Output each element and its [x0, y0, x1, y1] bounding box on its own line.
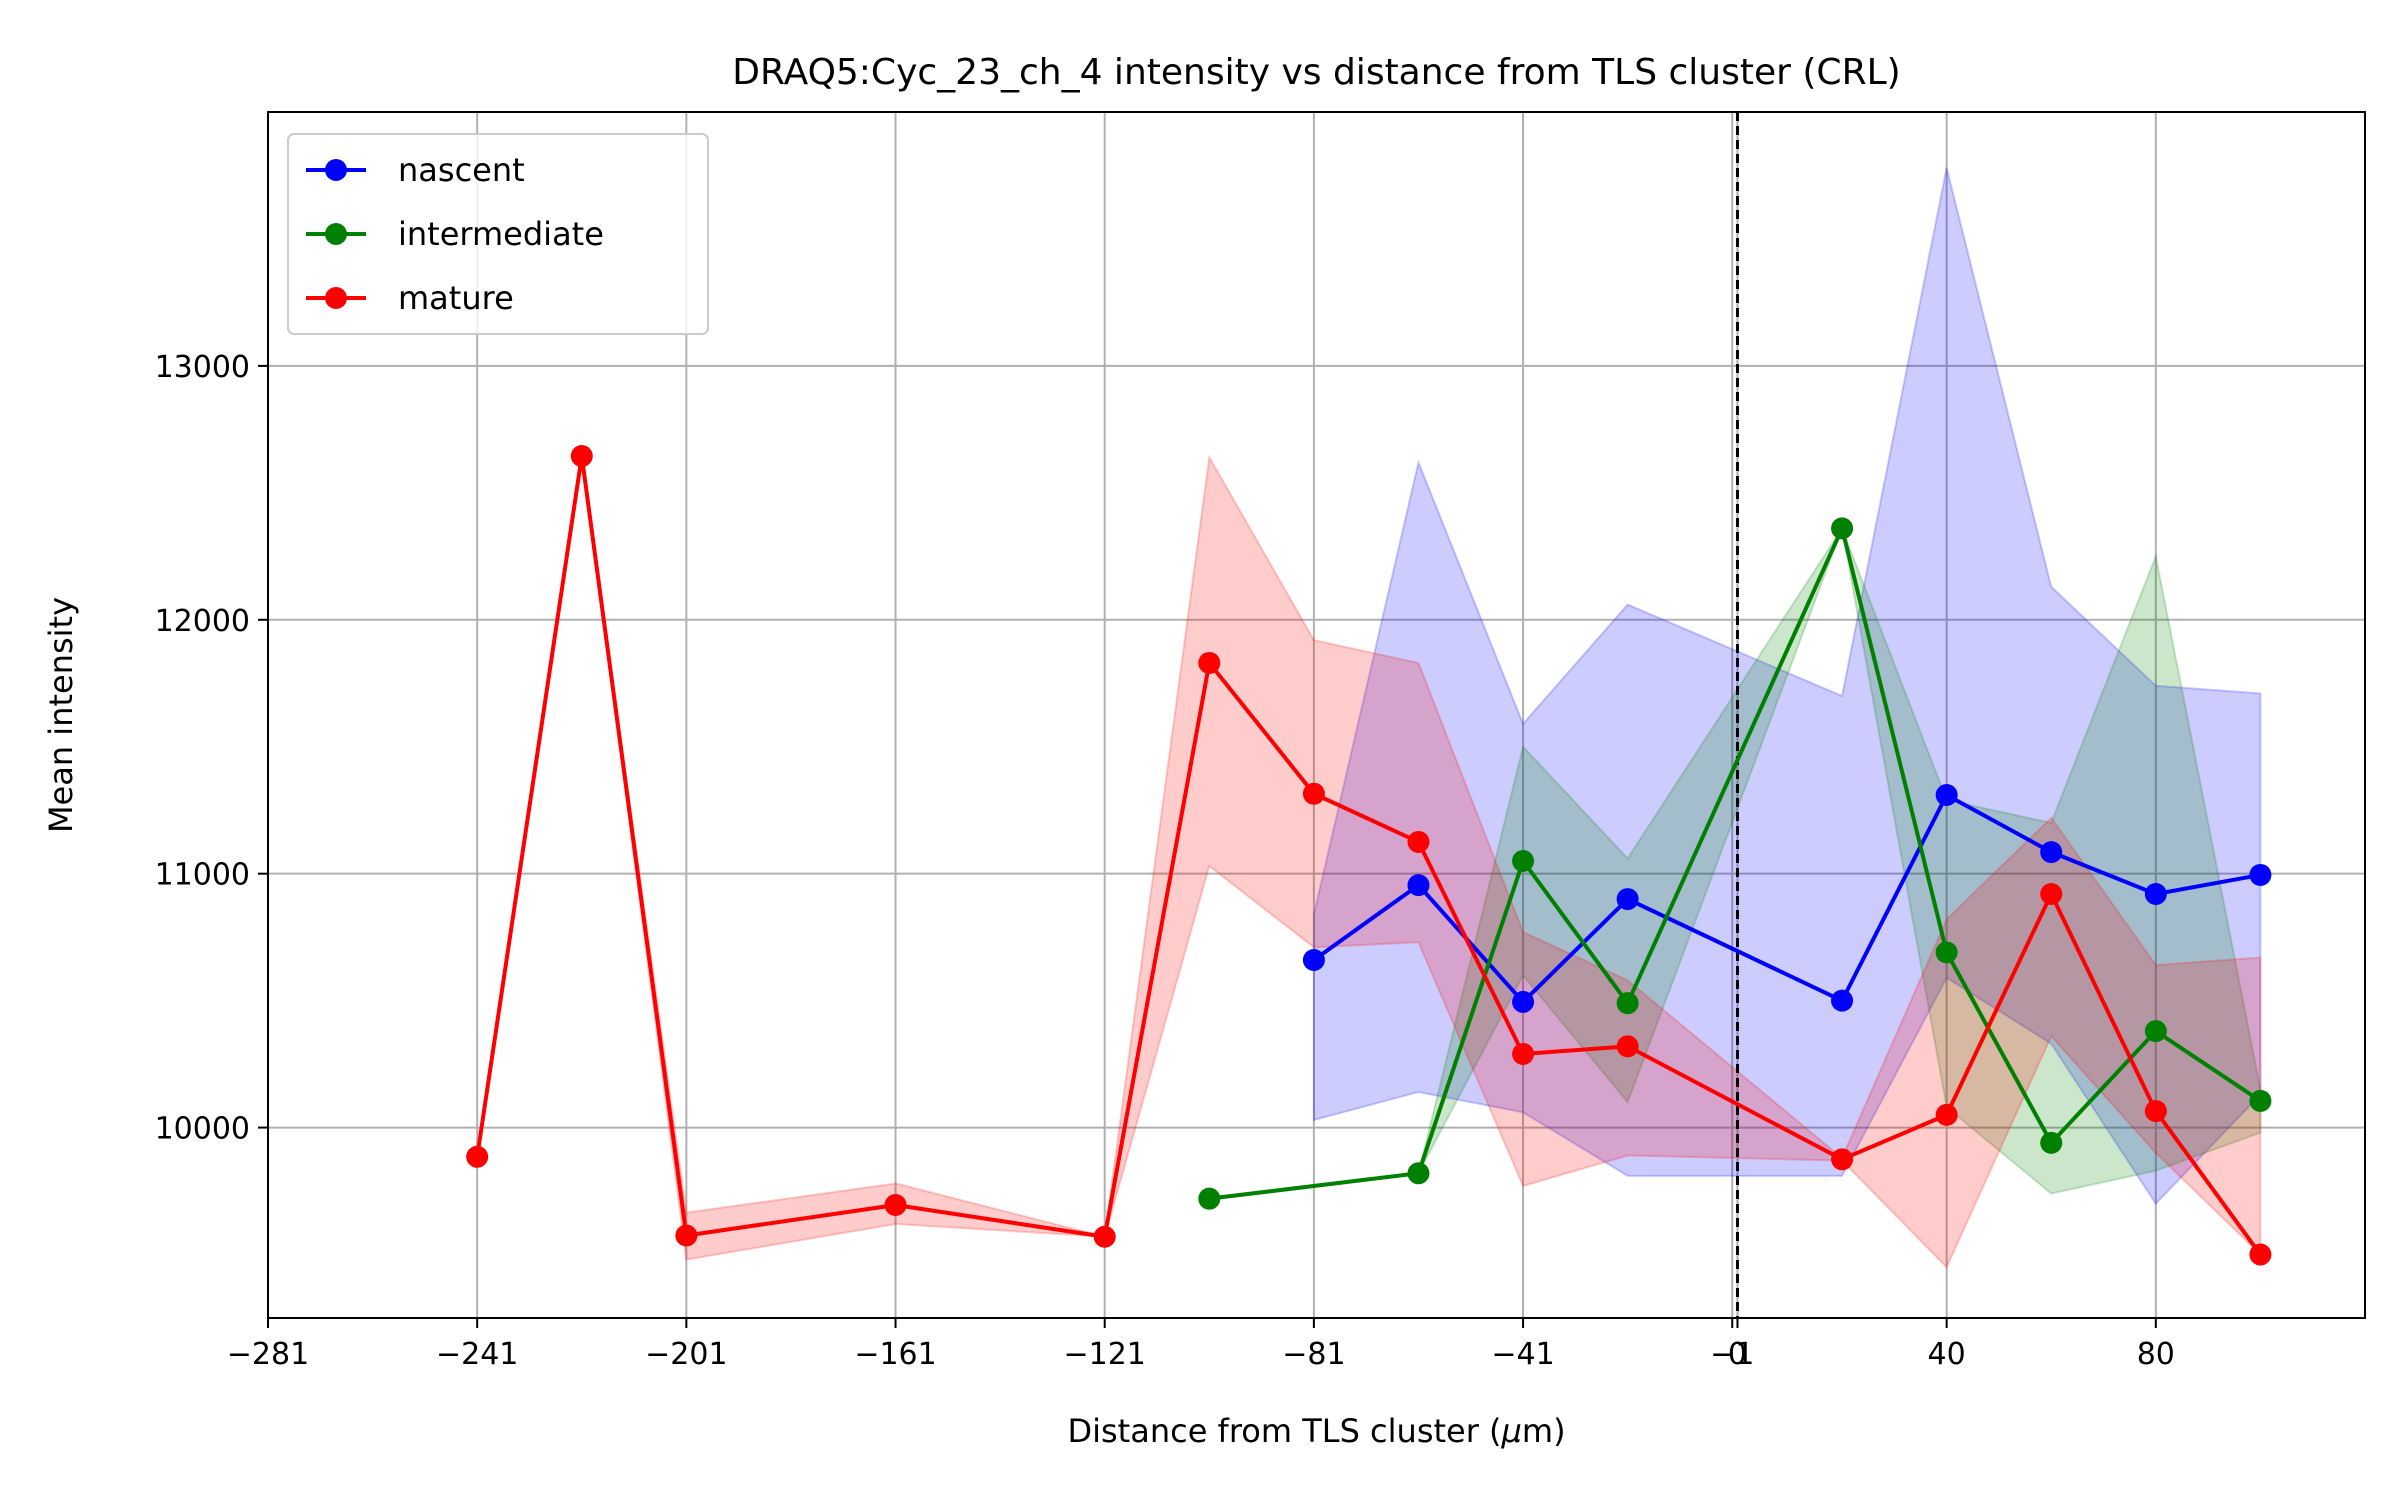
data-point-mature: [1616, 1035, 1639, 1058]
x-tick-label: 0: [1728, 1337, 1747, 1372]
y-tick-label: 12000: [155, 604, 250, 639]
x-tick-label: −201: [645, 1337, 727, 1372]
x-axis-label-unit: m): [1522, 1412, 1566, 1450]
data-point-mature: [1935, 1103, 1958, 1126]
data-point-nascent: [1831, 989, 1854, 1012]
plot-area-frame: [267, 111, 2366, 1319]
y-tick-label: 13000: [155, 350, 250, 385]
x-axis-label-mu: μ: [1501, 1412, 1522, 1450]
data-point-mature: [1198, 651, 1221, 674]
data-point-nascent: [1302, 949, 1325, 972]
y-tick-label: 11000: [155, 858, 250, 893]
data-point-mature: [2144, 1100, 2167, 1123]
data-point-intermediate: [2249, 1089, 2272, 1112]
data-point-mature: [466, 1145, 489, 1168]
legend-box: [287, 133, 709, 335]
legend-label-intermediate: intermediate: [398, 215, 604, 253]
data-point-mature: [2040, 882, 2063, 905]
data-point-intermediate: [1198, 1187, 1221, 1210]
axis-ticks: −281 −241 −201 −161 −121 −81 −41 −10 40 80 10000 11…: [155, 350, 2175, 1372]
x-tick-label: 40: [1928, 1337, 1966, 1372]
x-tick-label: −241: [436, 1337, 518, 1372]
data-point-intermediate: [1616, 992, 1639, 1015]
data-point-nascent: [2040, 841, 2063, 864]
data-point-nascent: [2249, 863, 2272, 886]
data-point-intermediate: [2040, 1131, 2063, 1154]
x-tick-label: −281: [227, 1337, 309, 1372]
data-point-mature: [884, 1194, 907, 1217]
data-point-mature: [2249, 1243, 2272, 1266]
data-point-intermediate: [1831, 517, 1854, 540]
data-point-nascent: [1407, 874, 1430, 897]
y-tick-label: 10000: [155, 1112, 250, 1147]
data-point-intermediate: [2144, 1020, 2167, 1043]
data-point-intermediate: [1935, 941, 1958, 964]
data-point-intermediate: [1512, 849, 1535, 872]
data-point-mature: [675, 1224, 698, 1247]
data-point-nascent: [1935, 783, 1958, 806]
legend-marker-mature: [325, 287, 347, 309]
x-tick-label: −121: [1064, 1337, 1146, 1372]
chart-title: DRAQ5:Cyc_23_ch_4 intensity vs distance …: [732, 52, 1900, 93]
legend: nascent intermediate mature: [287, 133, 709, 335]
legend-label-mature: mature: [398, 279, 514, 317]
data-point-nascent: [1616, 888, 1639, 911]
data-point-mature: [1302, 782, 1325, 805]
data-point-mature: [1093, 1225, 1116, 1248]
data-point-intermediate: [1407, 1162, 1430, 1185]
legend-marker-nascent: [325, 159, 347, 181]
data-point-mature: [570, 445, 593, 468]
x-tick-label: −41: [1491, 1337, 1554, 1372]
x-tick-label: −81: [1282, 1337, 1345, 1372]
data-point-nascent: [2144, 882, 2167, 905]
legend-label-nascent: nascent: [398, 151, 525, 189]
data-point-mature: [1831, 1148, 1854, 1171]
data-series: [466, 445, 2272, 1266]
y-axis-label: Mean intensity: [42, 597, 80, 833]
x-tick-label: −161: [854, 1337, 936, 1372]
x-axis-label-text: Distance from TLS cluster (: [1067, 1412, 1501, 1450]
data-point-mature: [1407, 830, 1430, 853]
data-point-mature: [1512, 1042, 1535, 1065]
x-axis-label: Distance from TLS cluster (μm): [1067, 1412, 1565, 1450]
legend-marker-intermediate: [325, 223, 347, 245]
x-tick-label: −1: [1710, 1337, 1754, 1372]
x-tick-label: 80: [2137, 1337, 2175, 1372]
data-point-nascent: [1512, 990, 1535, 1013]
